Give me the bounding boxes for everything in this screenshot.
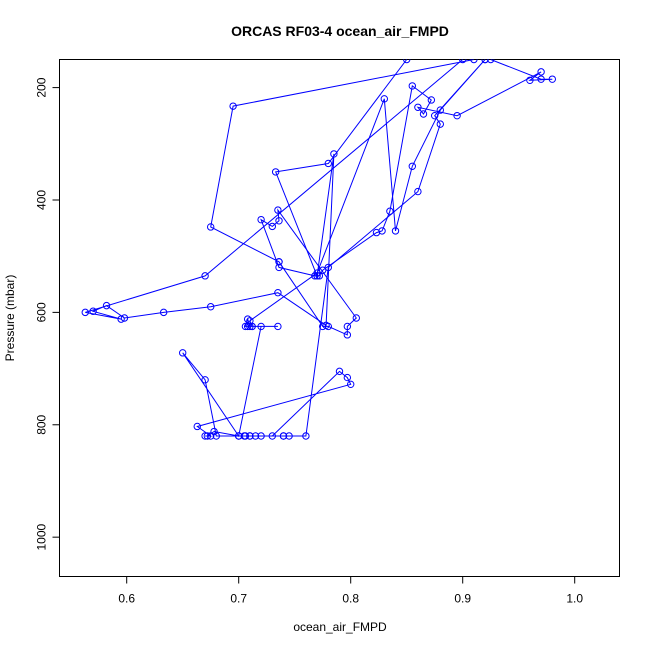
y-axis-label: Pressure (mbar) <box>3 275 17 362</box>
data-series <box>180 56 489 439</box>
chart-title: ORCAS RF03-4 ocean_air_FMPD <box>231 23 449 39</box>
plot-frame <box>60 60 620 577</box>
x-tick-label: 0.6 <box>118 592 135 606</box>
y-axis: 200 400 600 800 1000 <box>35 77 60 550</box>
y-tick-label: 600 <box>35 302 49 322</box>
x-tick-label: 1.0 <box>566 592 583 606</box>
series-line <box>183 60 485 437</box>
y-tick-label: 400 <box>35 190 49 210</box>
x-axis-label: ocean_air_FMPD <box>293 620 387 634</box>
x-tick-label: 0.8 <box>342 592 359 606</box>
y-tick-label: 800 <box>35 414 49 434</box>
x-tick-label: 0.7 <box>230 592 247 606</box>
series-layer <box>82 56 555 439</box>
y-tick-label: 1000 <box>35 523 49 550</box>
y-tick-label: 200 <box>35 77 49 97</box>
x-axis: 0.6 0.7 0.8 0.9 1.0 <box>118 577 583 606</box>
series-line <box>85 60 462 326</box>
x-tick-label: 0.9 <box>454 592 471 606</box>
data-series <box>82 56 466 328</box>
